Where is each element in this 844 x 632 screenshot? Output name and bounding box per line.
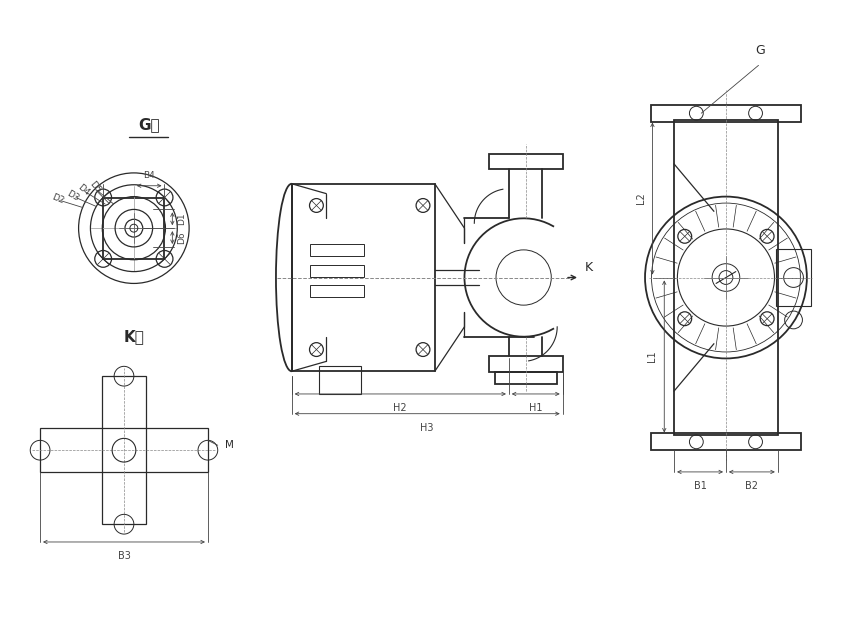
Text: B4: B4: [143, 171, 154, 180]
Bar: [102, 376, 145, 524]
Bar: [291, 184, 435, 371]
Bar: [775, 249, 810, 306]
Bar: [309, 244, 364, 256]
Text: L2: L2: [635, 193, 645, 204]
Text: H1: H1: [528, 403, 542, 413]
Text: B2: B2: [744, 481, 757, 491]
Bar: [650, 434, 800, 450]
Bar: [103, 198, 165, 258]
Bar: [494, 372, 556, 384]
Bar: [650, 105, 800, 121]
Text: K: K: [584, 260, 592, 274]
Text: L1: L1: [647, 351, 657, 362]
Bar: [309, 286, 364, 297]
Text: G: G: [755, 44, 765, 58]
Text: D5: D5: [87, 179, 102, 195]
Text: D2: D2: [50, 193, 65, 206]
Text: D1: D1: [176, 212, 186, 224]
Bar: [674, 119, 776, 435]
Text: H2: H2: [393, 403, 407, 413]
Text: D4: D4: [76, 183, 91, 198]
Text: M: M: [225, 441, 233, 450]
Text: B3: B3: [117, 551, 130, 561]
Text: D3: D3: [65, 188, 80, 203]
Bar: [488, 356, 562, 372]
Bar: [488, 154, 562, 169]
Text: B1: B1: [693, 481, 706, 491]
Bar: [40, 428, 208, 472]
Text: G向: G向: [138, 117, 160, 132]
Bar: [319, 367, 360, 394]
Text: K向: K向: [123, 329, 144, 344]
Text: H3: H3: [420, 423, 434, 432]
Bar: [309, 265, 364, 277]
Text: D6: D6: [176, 232, 186, 245]
